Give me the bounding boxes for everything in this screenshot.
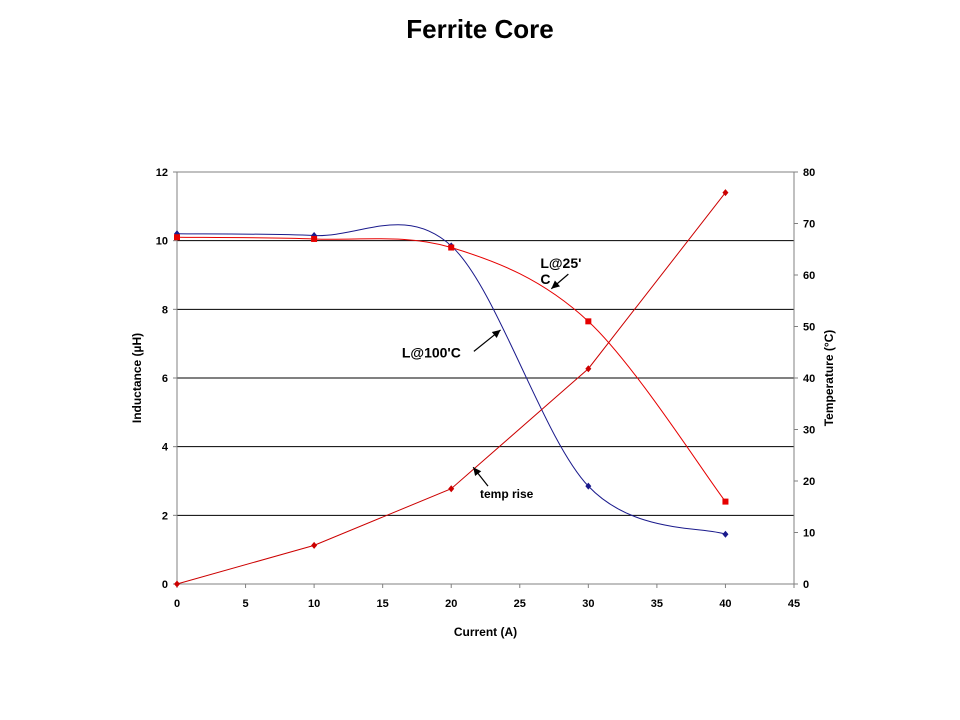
y2-tick-label: 30 [803, 425, 815, 437]
series-layer [174, 189, 729, 588]
annotation-l100: L@100'C [402, 329, 501, 360]
y-tick-label: 12 [156, 167, 168, 179]
plot-area [176, 171, 795, 585]
y2-tick-label: 60 [803, 270, 815, 282]
y2-tick-label: 40 [803, 373, 815, 385]
annotation-l25: L@25'C [540, 255, 581, 290]
y2-tick-label: 10 [803, 528, 815, 540]
x-tick-label: 40 [719, 598, 731, 610]
data-point-temp [585, 365, 592, 373]
data-point-l25 [585, 318, 592, 325]
series-line-l100 [176, 224, 726, 535]
annotation-text-l25: L@25' [540, 255, 581, 271]
data-point-temp [448, 485, 455, 493]
slide-title: Ferrite Core [406, 14, 554, 44]
x-tick-label: 0 [174, 598, 180, 610]
y-tick-label: 8 [162, 304, 168, 316]
series-line-l25 [176, 236, 726, 502]
x-tick-label: 30 [582, 598, 594, 610]
y2-tick-label: 70 [803, 219, 815, 231]
series-temp [174, 189, 729, 588]
y2-tick-label: 80 [803, 167, 815, 179]
annotation-text-l25: C [540, 271, 550, 287]
annotation-temp: temp rise [472, 466, 534, 501]
y2-tick-label: 50 [803, 322, 815, 334]
data-point-l100 [722, 530, 729, 538]
y-tick-label: 2 [162, 510, 168, 522]
data-point-l25 [311, 235, 318, 242]
x-tick-label: 25 [514, 598, 526, 610]
x-tick-label: 15 [377, 598, 389, 610]
y-tick-label: 4 [162, 442, 169, 454]
data-point-temp [174, 580, 180, 588]
y-axis-label: Inductance (µH) [130, 333, 144, 423]
data-point-temp [311, 541, 318, 549]
annotation-text-temp: temp rise [480, 487, 534, 501]
annotation-layer: L@25'C L@100'C temp rise [402, 255, 582, 501]
series-l25 [174, 234, 729, 505]
series-line-temp [176, 192, 726, 585]
x-tick-label: 45 [788, 598, 800, 610]
data-point-l25 [174, 234, 180, 241]
data-point-l100 [585, 482, 592, 490]
y-tick-label: 0 [162, 579, 168, 591]
x-tick-label: 5 [242, 598, 248, 610]
data-point-l25 [722, 498, 729, 505]
x-tick-label: 20 [445, 598, 457, 610]
tick-labels: 0 2 4 6 8 10 12 0 10 20 30 40 50 60 70 80 0 5 10 15 20 25 30 35… [156, 167, 816, 610]
y2-tick-label: 0 [803, 579, 809, 591]
y2-tick-label: 20 [803, 476, 815, 488]
y-tick-label: 10 [156, 236, 168, 248]
annotation-text-l100: L@100'C [402, 344, 461, 360]
data-point-l25 [448, 244, 455, 251]
data-point-temp [722, 189, 729, 197]
x-tick-label: 35 [651, 598, 663, 610]
y-tick-label: 6 [162, 373, 168, 385]
annotation-arrow-head [491, 329, 501, 339]
y2-axis-label: Temperature (°C) [822, 330, 836, 427]
x-axis-label: Current (A) [454, 625, 517, 639]
x-tick-label: 10 [308, 598, 320, 610]
annotation-arrow-head [473, 467, 482, 477]
annotation-arrow-head [551, 280, 561, 289]
grid-lines [173, 171, 798, 588]
